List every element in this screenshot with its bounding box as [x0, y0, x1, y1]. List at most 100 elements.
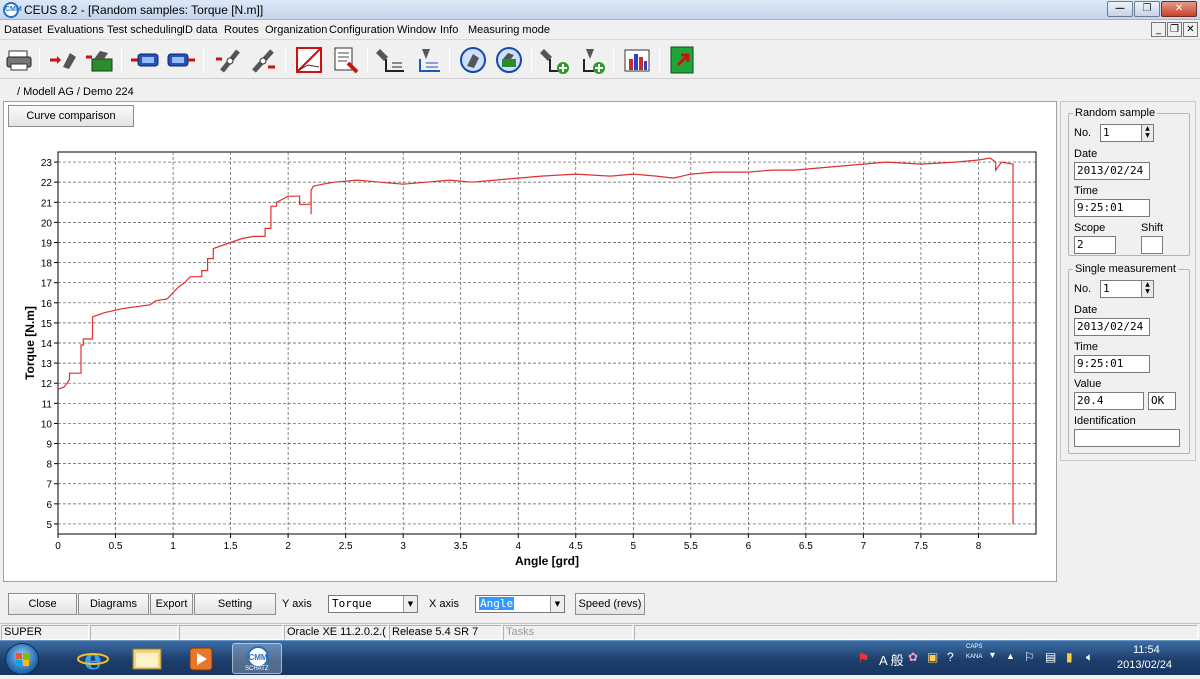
clock-time[interactable]: 11:54 — [1133, 644, 1160, 656]
menu-configuration[interactable]: Configuration — [329, 24, 395, 36]
x-tick-label: 7.5 — [914, 541, 928, 552]
rs-shift-field[interactable] — [1141, 236, 1163, 254]
x-axis-title: Angle [grd] — [515, 554, 579, 568]
ime-indicator[interactable]: A 般 — [879, 653, 904, 668]
add-tool-alt-icon[interactable] — [576, 45, 606, 75]
y-tick-label: 21 — [41, 198, 53, 209]
torque-curve-line — [57, 157, 1014, 524]
y-tick-label: 5 — [46, 520, 52, 531]
rs-scope-field[interactable]: 2 — [1074, 236, 1116, 254]
x-tick-label: 4.5 — [569, 541, 583, 552]
restore-icon[interactable]: ❐ — [1134, 1, 1160, 17]
chart-frame-icon[interactable] — [294, 45, 324, 75]
x-tick-label: 5.5 — [684, 541, 698, 552]
menu-id-data[interactable]: ID data — [182, 24, 218, 36]
x-axis-select[interactable]: Angle ▼ — [475, 595, 565, 613]
sm-identification-field[interactable] — [1074, 429, 1180, 447]
windows-start-icon[interactable] — [5, 643, 39, 675]
minimize-icon[interactable]: — — [1107, 1, 1133, 17]
printer-icon[interactable] — [4, 45, 34, 75]
ime-options-icon[interactable]: ▾ — [990, 650, 996, 661]
sm-no-label: No. — [1074, 283, 1092, 295]
chevron-down-icon[interactable]: ▼ — [550, 596, 564, 612]
menu-measuring-mode[interactable]: Measuring mode — [468, 24, 550, 36]
menu-window[interactable]: Window — [397, 24, 437, 36]
import-arrow-icon[interactable] — [48, 45, 78, 75]
ceus-taskbar-app[interactable]: CMM SCHATZ — [232, 643, 282, 674]
x-tick-label: 1.5 — [224, 541, 238, 552]
close-window-icon[interactable]: ✕ — [1161, 1, 1197, 17]
rs-time-field[interactable]: 9:25:01 — [1074, 199, 1150, 217]
close-button[interactable]: Close — [8, 593, 77, 615]
setting-button[interactable]: Setting — [194, 593, 276, 615]
y-tick-label: 18 — [41, 259, 53, 270]
torque-angle-chart: 0 0.5 1 1.5 2 2.5 3 3.5 4 4.5 5 5.5 6 6.5 7 7.5 8 5 6 7 8 9 10… — [23, 151, 1037, 568]
status-database: Oracle XE 11.2.0.2.( — [284, 625, 388, 640]
help-icon[interactable]: ? — [947, 650, 954, 664]
y-tick-label: 20 — [41, 218, 53, 229]
speed-button[interactable]: Speed (revs) — [575, 593, 645, 615]
export-button[interactable]: Export — [150, 593, 193, 615]
disconnect-icon[interactable] — [248, 45, 278, 75]
sm-no-spinner[interactable]: 1 ▲ ▼ — [1100, 280, 1154, 298]
sm-value-label: Value — [1074, 378, 1102, 390]
machine-data-icon[interactable] — [84, 45, 114, 75]
x-axis-label: X axis — [429, 598, 459, 610]
svg-text:e: e — [84, 643, 102, 674]
mdi-restore-icon[interactable]: ❐ — [1167, 22, 1182, 37]
volume-icon[interactable]: 🔈︎ — [1086, 650, 1094, 664]
ime-tools-icon[interactable]: ✿ — [908, 650, 919, 664]
spin-arrows-icon[interactable]: ▲ ▼ — [1141, 281, 1153, 297]
curve-comparison-button[interactable]: Curve comparison — [8, 105, 134, 127]
sm-time-field[interactable]: 9:25:01 — [1074, 355, 1150, 373]
status-bar: SUPER Oracle XE 11.2.0.2.( Release 5.4 S… — [0, 623, 1200, 640]
menu-evaluations[interactable]: Evaluations — [47, 24, 104, 36]
rs-no-spinner[interactable]: 1 ▲ ▼ — [1100, 124, 1154, 142]
diagrams-button[interactable]: Diagrams — [78, 593, 149, 615]
sm-date-field[interactable]: 2013/02/24 — [1074, 318, 1150, 336]
add-tool-icon[interactable] — [540, 45, 570, 75]
random-sample-group: Random sample No. 1 ▲ ▼ Date 2013/02/24 Ti… — [1068, 107, 1190, 256]
y-axis-select[interactable]: Torque ▼ — [328, 595, 418, 613]
report-edit-icon[interactable] — [330, 45, 360, 75]
chevron-down-icon[interactable]: ▼ — [403, 596, 417, 612]
breadcrumb: / Modell AG / Demo 224 — [17, 86, 134, 98]
file-explorer-icon[interactable] — [126, 643, 168, 674]
menu-dataset[interactable]: Dataset — [4, 24, 42, 36]
save-record-icon[interactable] — [166, 45, 196, 75]
flag-icon[interactable]: ⚑ — [857, 650, 870, 666]
network-icon[interactable]: ▮ — [1066, 650, 1073, 664]
x-tick-label: 6 — [746, 541, 752, 552]
action-center-icon[interactable]: ⚐ — [1024, 650, 1035, 664]
tray-expand-icon[interactable]: ▲ — [1006, 651, 1015, 661]
refresh-tool-icon[interactable] — [458, 45, 488, 75]
tool-list-alt-icon[interactable] — [412, 45, 442, 75]
usb-device-icon[interactable]: ▤ — [1045, 650, 1057, 664]
ime-dictionary-icon[interactable]: ▣ — [927, 650, 939, 664]
x-tick-label: 8 — [976, 541, 982, 552]
refresh-machine-icon[interactable] — [494, 45, 524, 75]
y-axis-label: Y axis — [282, 598, 312, 610]
connect-icon[interactable] — [212, 45, 242, 75]
spin-arrows-icon[interactable]: ▲ ▼ — [1141, 125, 1153, 141]
menu-routes[interactable]: Routes — [224, 24, 259, 36]
sm-time-label: Time — [1074, 341, 1099, 353]
menu-organization[interactable]: Organization — [265, 24, 328, 36]
clock-date[interactable]: 2013/02/24 — [1117, 659, 1173, 671]
y-tick-label: 11 — [42, 399, 53, 410]
sm-value-field[interactable]: 20.4 — [1074, 392, 1144, 410]
load-record-icon[interactable] — [130, 45, 160, 75]
x-tick-label: 2 — [285, 541, 291, 552]
internet-explorer-icon[interactable]: e — [72, 643, 114, 676]
y-tick-label: 7 — [46, 480, 52, 491]
tool-list-icon[interactable] — [376, 45, 406, 75]
y-tick-label: 10 — [41, 419, 53, 430]
exit-icon[interactable] — [668, 45, 698, 75]
rs-date-field[interactable]: 2013/02/24 — [1074, 162, 1150, 180]
media-player-icon[interactable] — [180, 643, 222, 674]
menu-info[interactable]: Info — [440, 24, 459, 36]
bar-chart-icon[interactable] — [622, 45, 652, 75]
mdi-close-icon[interactable]: ✕ — [1183, 22, 1198, 37]
mdi-minimize-icon[interactable]: _ — [1151, 22, 1166, 37]
menu-test-scheduling[interactable]: Test scheduling — [107, 24, 183, 36]
